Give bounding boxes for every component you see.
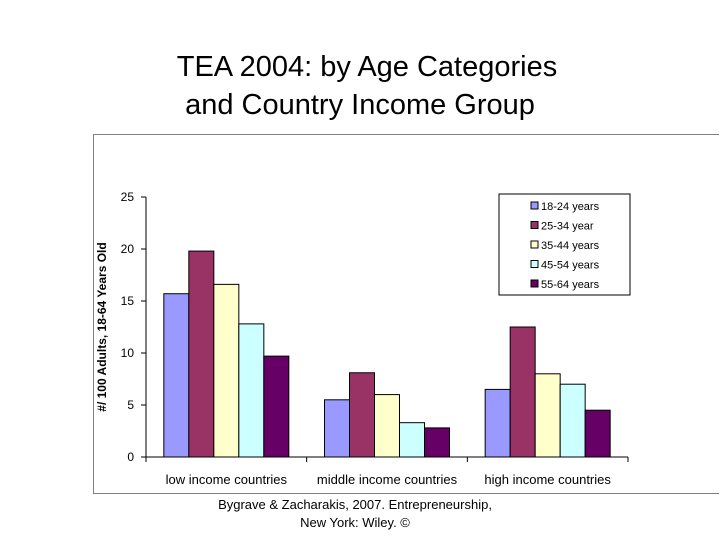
legend-swatch bbox=[530, 240, 539, 249]
bar bbox=[399, 422, 425, 458]
chart-area bbox=[93, 134, 719, 494]
caption-line-1: Bygrave & Zacharakis, 2007. Entrepreneur… bbox=[218, 497, 492, 512]
legend-label: 25-34 year bbox=[541, 221, 594, 233]
bar bbox=[509, 326, 536, 458]
title-line-2: and Country Income Group bbox=[185, 89, 535, 121]
x-tick-label: middle income countries bbox=[317, 472, 458, 487]
caption-line-2: New York: Wiley. © bbox=[300, 515, 410, 530]
legend-swatch bbox=[530, 201, 539, 210]
bar bbox=[263, 355, 290, 458]
legend-label: 55-64 years bbox=[541, 279, 600, 291]
bar bbox=[484, 388, 511, 458]
bar bbox=[188, 250, 215, 458]
legend-label: 45-54 years bbox=[541, 260, 600, 272]
legend-label: 35-44 years bbox=[541, 240, 600, 252]
y-tick-label: 5 bbox=[127, 398, 134, 412]
y-tick-label: 20 bbox=[121, 242, 135, 256]
legend-swatch bbox=[530, 221, 539, 229]
bar bbox=[163, 293, 190, 458]
source-caption: Bygrave & Zacharakis, 2007. Entrepreneur… bbox=[170, 496, 540, 532]
y-tick-label: 15 bbox=[121, 294, 135, 308]
y-axis-title: #/ 100 Adults, 18-64 Years Old bbox=[95, 242, 109, 411]
x-tick-label: low income countries bbox=[166, 472, 288, 487]
bar bbox=[349, 372, 375, 458]
x-tick-label: high income countries bbox=[484, 472, 611, 487]
bar bbox=[374, 394, 400, 458]
legend-swatch bbox=[530, 279, 539, 288]
bar bbox=[424, 427, 450, 458]
chart-title: TEA 2004: by Age Categories and Country … bbox=[0, 48, 720, 124]
bar bbox=[238, 323, 265, 458]
y-tick-label: 10 bbox=[121, 346, 135, 360]
bar bbox=[324, 399, 350, 458]
y-tick-label: 25 bbox=[121, 190, 135, 204]
legend-swatch bbox=[530, 260, 539, 268]
bar bbox=[534, 373, 561, 458]
legend-box bbox=[498, 193, 631, 296]
bar bbox=[213, 283, 240, 458]
bar bbox=[584, 409, 611, 458]
legend-label: 18-24 years bbox=[541, 201, 600, 213]
bar bbox=[559, 383, 586, 458]
title-line-1: TEA 2004: by Age Categories bbox=[176, 51, 558, 83]
y-tick-label: 0 bbox=[127, 450, 134, 464]
